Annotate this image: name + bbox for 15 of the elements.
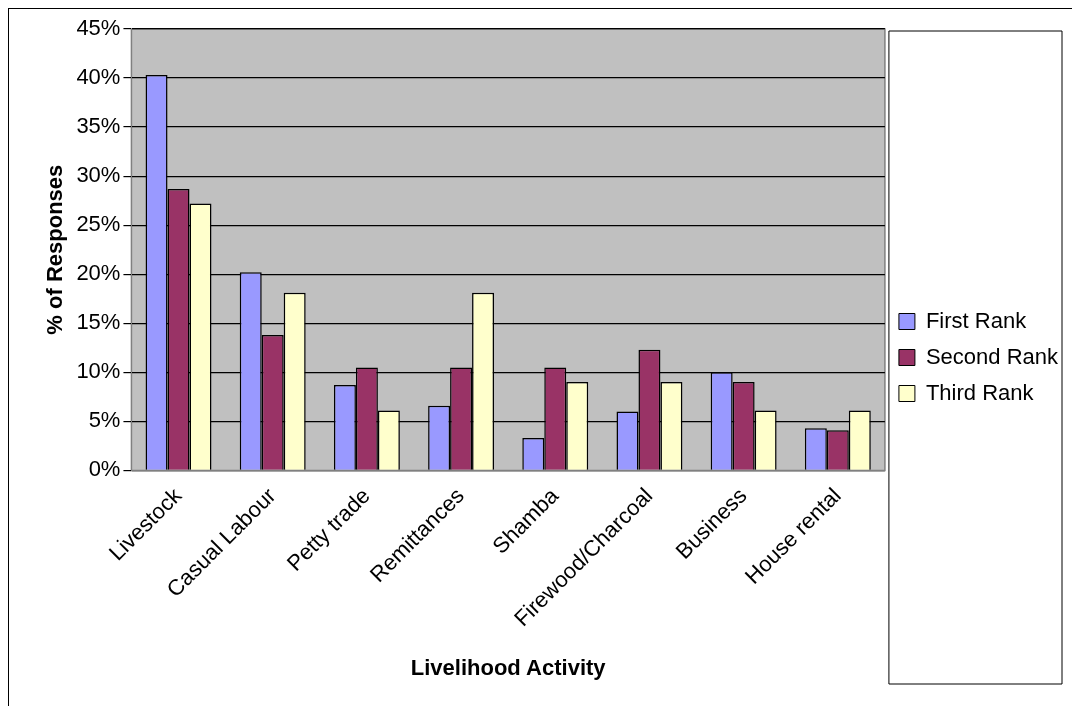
- y-tick-label: 15%: [76, 309, 121, 335]
- y-tick-label: 0%: [88, 456, 121, 482]
- y-tick-label: 20%: [76, 260, 121, 286]
- y-tick-label: 5%: [88, 407, 121, 433]
- y-tick-label: 10%: [76, 358, 121, 384]
- x-axis-title: Livelihood Activity: [410, 654, 607, 680]
- legend-label: Third Rank: [925, 379, 1035, 405]
- legend-label: Second Rank: [925, 343, 1059, 369]
- legend-label: First Rank: [925, 307, 1028, 333]
- y-tick-label: 35%: [76, 113, 121, 139]
- y-tick-label: 25%: [76, 211, 121, 237]
- y-tick-label: 40%: [76, 64, 121, 90]
- y-tick-label: 45%: [76, 15, 121, 41]
- y-tick-label: 30%: [76, 162, 121, 188]
- y-axis-title: % of Responses: [42, 164, 68, 335]
